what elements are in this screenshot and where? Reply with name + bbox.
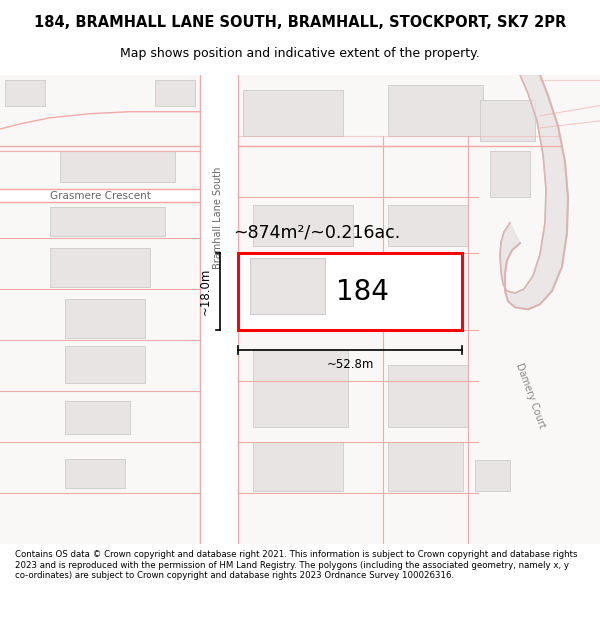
Bar xyxy=(388,366,468,426)
Bar xyxy=(253,206,353,246)
Text: ~18.0m: ~18.0m xyxy=(199,268,212,315)
Bar xyxy=(388,206,468,246)
Bar xyxy=(50,248,150,287)
Bar xyxy=(65,401,130,434)
Text: ~52.8m: ~52.8m xyxy=(326,358,374,371)
Bar xyxy=(65,346,145,382)
Bar xyxy=(475,460,510,491)
Bar xyxy=(60,151,175,182)
Bar xyxy=(253,442,343,491)
Text: Contains OS data © Crown copyright and database right 2021. This information is : Contains OS data © Crown copyright and d… xyxy=(15,550,577,580)
Text: Bramhall Lane South: Bramhall Lane South xyxy=(213,166,223,269)
Bar xyxy=(50,208,165,236)
Bar xyxy=(480,101,535,141)
Bar xyxy=(65,459,125,488)
Bar xyxy=(155,80,195,106)
Bar xyxy=(388,442,463,491)
Text: 184, BRAMHALL LANE SOUTH, BRAMHALL, STOCKPORT, SK7 2PR: 184, BRAMHALL LANE SOUTH, BRAMHALL, STOC… xyxy=(34,15,566,30)
Text: Grasmere Crescent: Grasmere Crescent xyxy=(50,191,151,201)
Bar xyxy=(200,75,238,544)
Bar xyxy=(388,85,483,136)
Bar xyxy=(238,253,462,330)
Text: ~874m²/~0.216ac.: ~874m²/~0.216ac. xyxy=(233,224,400,242)
Bar xyxy=(5,80,45,106)
Bar xyxy=(490,151,530,198)
Bar xyxy=(65,299,145,338)
Polygon shape xyxy=(500,75,568,309)
Text: 184: 184 xyxy=(335,278,388,306)
Bar xyxy=(253,350,348,426)
Bar xyxy=(243,90,343,136)
Bar xyxy=(0,189,200,202)
Text: Damery Court: Damery Court xyxy=(514,362,547,430)
Bar xyxy=(250,258,325,314)
Text: Map shows position and indicative extent of the property.: Map shows position and indicative extent… xyxy=(120,48,480,61)
